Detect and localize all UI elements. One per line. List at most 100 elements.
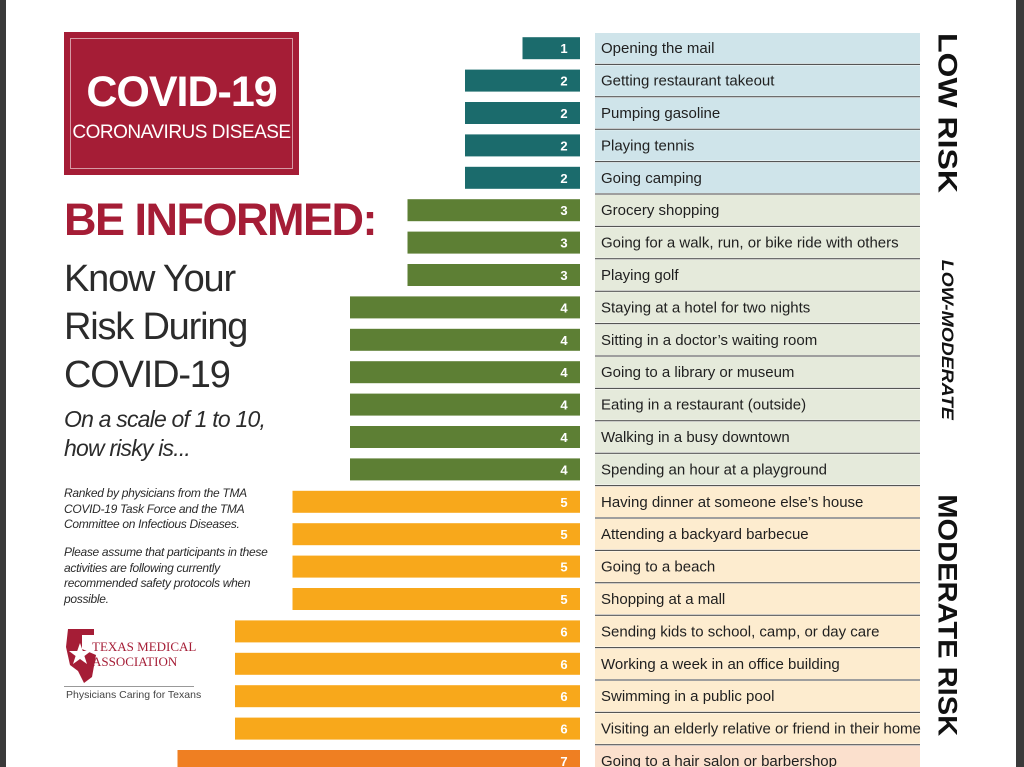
scale-question: On a scale of 1 to 10, how risky is... <box>64 405 304 463</box>
bar-value-label: 1 <box>560 41 567 56</box>
risk-bar <box>350 458 580 481</box>
risk-bar <box>407 264 580 286</box>
activity-band <box>595 681 920 712</box>
activity-band <box>595 389 920 420</box>
risk-category-label: LOW-MODERATE <box>938 260 957 421</box>
activity-band <box>595 616 920 647</box>
activity-label: Going camping <box>601 170 702 187</box>
risk-bar <box>292 490 580 513</box>
activity-label: Opening the mail <box>601 40 714 57</box>
scale-question-line: how risky is... <box>64 435 191 461</box>
activity-label: Pumping gasoline <box>601 105 720 122</box>
badge-subtitle: CORONAVIRUS DISEASE <box>72 122 291 143</box>
bar-value-label: 4 <box>560 300 568 315</box>
bar-value-label: 5 <box>560 527 567 542</box>
bar-value-label: 4 <box>560 333 568 348</box>
activity-band <box>595 583 920 615</box>
activity-label: Visiting an elderly relative or friend i… <box>601 721 921 738</box>
activity-band <box>595 551 920 582</box>
bar-value-label: 2 <box>560 106 567 121</box>
risk-bar <box>292 555 580 578</box>
risk-bar <box>235 652 580 675</box>
subheadline-line: Know Your <box>64 258 236 300</box>
risk-bar <box>465 134 580 157</box>
activity-label: Sitting in a doctor’s waiting room <box>601 332 817 349</box>
activity-label: Getting restaurant takeout <box>601 73 775 90</box>
headline: BE INFORMED: <box>64 194 378 245</box>
activity-band <box>595 357 920 388</box>
window-frame-right <box>1016 0 1024 767</box>
activity-label: Playing tennis <box>601 137 694 154</box>
bar-value-label: 4 <box>560 430 568 445</box>
activity-band <box>595 292 920 323</box>
risk-bar <box>235 685 580 708</box>
activity-label: Going to a hair salon or barbershop <box>601 753 837 767</box>
bar-value-label: 3 <box>560 236 567 251</box>
risk-bar <box>350 328 580 351</box>
activity-label: Grocery shopping <box>601 202 719 219</box>
activity-label: Sending kids to school, camp, or day car… <box>601 623 879 640</box>
activity-band <box>595 227 920 258</box>
risk-bar <box>407 199 580 222</box>
badge-title: COVID-19 <box>86 68 277 116</box>
activity-label: Going to a library or museum <box>601 364 794 381</box>
risk-bar <box>235 620 580 643</box>
activity-band <box>595 130 920 161</box>
bar-value-label: 4 <box>560 398 568 413</box>
bar-value-label: 6 <box>560 722 567 737</box>
bar-value-label: 7 <box>560 754 567 767</box>
bar-value-label: 4 <box>560 462 568 477</box>
risk-bar <box>465 102 580 124</box>
activity-band <box>595 519 920 550</box>
tma-name: TEXAS MEDICAL ASSOCIATION <box>92 639 212 669</box>
activity-band <box>595 65 920 96</box>
window-frame-left <box>0 0 6 767</box>
risk-bar <box>350 361 580 384</box>
activity-band <box>595 648 920 679</box>
risk-bar <box>350 296 580 319</box>
activity-band <box>595 324 920 355</box>
activity-label: Playing golf <box>601 267 679 284</box>
activity-label: Going for a walk, run, or bike ride with… <box>601 235 899 252</box>
bar-value-label: 6 <box>560 689 567 704</box>
risk-category-label: MODERATE RISK <box>933 494 963 737</box>
activity-band <box>595 195 920 226</box>
risk-bar <box>350 426 580 448</box>
ranking-note: Ranked by physicians from the TMA COVID-… <box>64 486 247 531</box>
activity-band <box>595 259 920 291</box>
bar-value-label: 2 <box>560 171 567 186</box>
risk-bar <box>350 393 580 416</box>
risk-bar <box>177 750 580 767</box>
activity-label: Eating in a restaurant (outside) <box>601 397 806 414</box>
activity-band <box>595 486 920 517</box>
risk-bar <box>522 37 580 60</box>
bar-value-label: 3 <box>560 203 567 218</box>
risk-bar <box>292 588 580 610</box>
bar-value-label: 2 <box>560 138 567 153</box>
bar-value-label: 2 <box>560 74 567 89</box>
risk-bar <box>407 231 580 254</box>
bar-value-label: 6 <box>560 624 567 639</box>
bar-value-label: 6 <box>560 657 567 672</box>
activity-band <box>595 745 920 767</box>
bar-value-label: 5 <box>560 495 567 510</box>
bar-value-label: 3 <box>560 268 567 283</box>
bar-value-label: 5 <box>560 592 567 607</box>
assumption-note: Please assume that participants in these… <box>64 545 268 606</box>
subheadline-line: Risk During <box>64 306 248 348</box>
activity-band <box>595 713 920 744</box>
activity-label: Shopping at a mall <box>601 591 725 608</box>
covid-badge: COVID-19 CORONAVIRUS DISEASE <box>64 32 299 175</box>
risk-bar <box>465 166 580 189</box>
activity-band <box>595 162 920 193</box>
activity-band <box>595 33 920 64</box>
risk-bar <box>235 717 580 740</box>
activity-band <box>595 454 920 485</box>
activity-label: Working a week in an office building <box>601 656 840 673</box>
activity-label: Walking in a busy downtown <box>601 429 790 446</box>
risk-category-label: LOW RISK <box>933 33 963 194</box>
activity-label: Having dinner at someone else’s house <box>601 494 863 511</box>
tma-name-line: TEXAS MEDICAL <box>92 639 197 654</box>
subheadline: Know Your Risk During COVID-19 <box>64 255 294 399</box>
texas-star-icon <box>66 629 96 683</box>
